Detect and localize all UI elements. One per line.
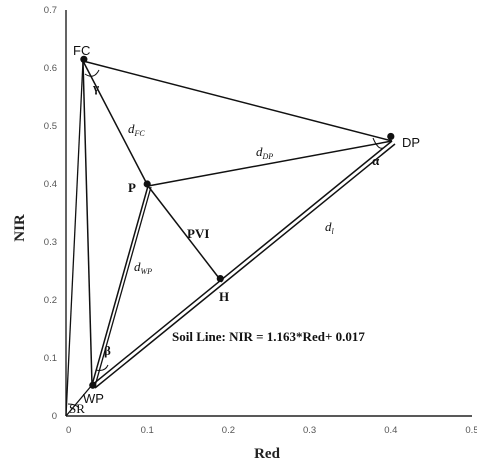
angle-arc-sr (67, 403, 80, 409)
line-p-h (147, 185, 223, 283)
y-tick-label: 0.5 (44, 121, 57, 132)
angle-arc-fc (84, 69, 100, 77)
sr-to-wp (65, 384, 93, 417)
label-sr: SR (69, 401, 85, 416)
line-p-fc (82, 60, 149, 187)
soil-line-a (91, 140, 393, 386)
y-tick-labels: 0 0.1 0.2 0.3 0.4 0.5 0.6 0.7 (44, 5, 57, 422)
label-d-fc: dFC (128, 121, 145, 138)
x-tick-label: 0.3 (303, 425, 316, 436)
y-tick-label: 0.1 (44, 353, 57, 364)
x-tick-label: 0 (66, 425, 71, 436)
label-dp: DP (402, 135, 420, 150)
point-markers (80, 55, 395, 389)
x-tick-label: 0.4 (384, 425, 397, 436)
label-p: P (128, 180, 136, 195)
label-pvi: PVI (187, 226, 209, 241)
label-d-dp: dDP (256, 144, 273, 161)
label-d-l: dl (325, 219, 335, 236)
label-fc: FC (73, 43, 90, 58)
y-tick-label: 0.6 (44, 63, 57, 74)
angle-gamma: γ (92, 80, 99, 95)
y-tick-label: 0 (52, 411, 57, 422)
y-tick-label: 0.7 (44, 5, 57, 16)
marker-fc (80, 55, 88, 63)
label-d-wp: dWP (134, 259, 152, 276)
label-h: H (219, 289, 229, 304)
x-axis-title: Red (254, 446, 280, 462)
edge-sr-fc (65, 60, 84, 417)
y-tick-label: 0.3 (44, 237, 57, 248)
x-tick-label: 0.1 (141, 425, 154, 436)
soil-line-equation: Soil Line: NIR = 1.163*Red+ 0.017 (172, 329, 365, 344)
y-axis-title: NIR (12, 214, 28, 242)
angle-arc-dp (372, 137, 384, 149)
line-p-dp (147, 140, 393, 187)
label-wp: WP (83, 391, 104, 406)
edge-fc-wp (82, 60, 93, 386)
soil-line-b (94, 143, 396, 389)
x-tick-label: 0.5 (465, 425, 477, 436)
y-tick-label: 0.4 (44, 179, 57, 190)
angle-arc-wp (95, 364, 109, 371)
y-tick-label: 0.2 (44, 295, 57, 306)
line-p-wp-b (94, 186, 152, 387)
angle-beta: β (104, 343, 111, 358)
x-tick-label: 0.2 (222, 425, 235, 436)
edge-fc-dp (82, 60, 393, 142)
marker-p (143, 180, 151, 188)
marker-dp (387, 132, 395, 141)
angle-alpha: α (372, 153, 380, 168)
marker-h (216, 274, 224, 283)
marker-wp (89, 381, 97, 389)
line-p-wp-a (91, 185, 149, 386)
x-tick-labels: 0 0.1 0.2 0.3 0.4 0.5 (66, 425, 477, 436)
